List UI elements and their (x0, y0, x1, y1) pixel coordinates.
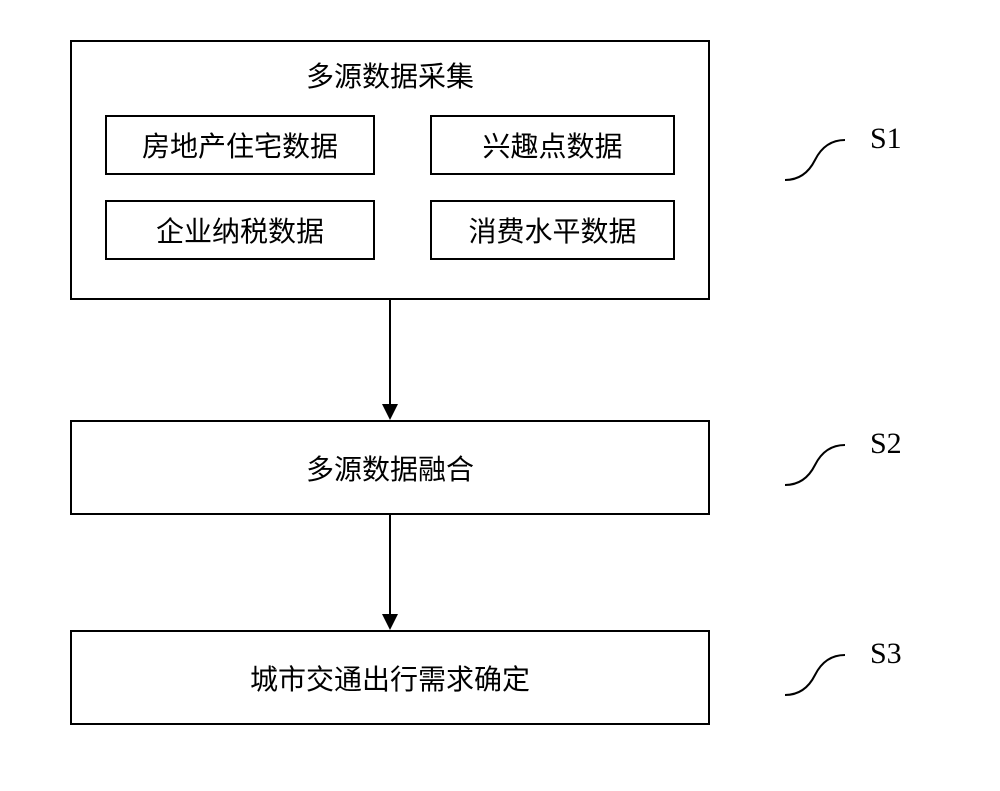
arrow-s1-s2 (376, 300, 404, 420)
node-s3: 城市交通出行需求确定 (70, 630, 710, 725)
node-s2: 多源数据融合 (70, 420, 710, 515)
step-label-s2: S2 (870, 427, 902, 461)
curve-s1 (785, 135, 845, 185)
node-s2-text: 多源数据融合 (306, 448, 474, 488)
node-s1-b: 兴趣点数据 (430, 115, 675, 175)
node-s1-a-text: 房地产住宅数据 (142, 125, 338, 165)
node-s1-title: 多源数据采集 (70, 50, 710, 100)
step-label-s1-text: S1 (870, 122, 902, 155)
node-s1-d: 消费水平数据 (430, 200, 675, 260)
curve-s3 (785, 650, 845, 700)
node-s1-b-text: 兴趣点数据 (482, 125, 622, 165)
node-s1-title-text: 多源数据采集 (306, 55, 474, 95)
curve-s2 (785, 440, 845, 490)
step-label-s3: S3 (870, 637, 902, 671)
node-s1-c-text: 企业纳税数据 (156, 210, 324, 250)
step-label-s1: S1 (870, 122, 902, 156)
node-s1-a: 房地产住宅数据 (105, 115, 375, 175)
node-s3-text: 城市交通出行需求确定 (250, 658, 530, 698)
flowchart-canvas: 多源数据采集 房地产住宅数据 兴趣点数据 企业纳税数据 消费水平数据 多源数据融… (0, 0, 1000, 791)
step-label-s3-text: S3 (870, 637, 902, 670)
node-s1-c: 企业纳税数据 (105, 200, 375, 260)
node-s1-d-text: 消费水平数据 (468, 210, 636, 250)
arrow-s2-s3 (376, 515, 404, 630)
step-label-s2-text: S2 (870, 427, 902, 460)
